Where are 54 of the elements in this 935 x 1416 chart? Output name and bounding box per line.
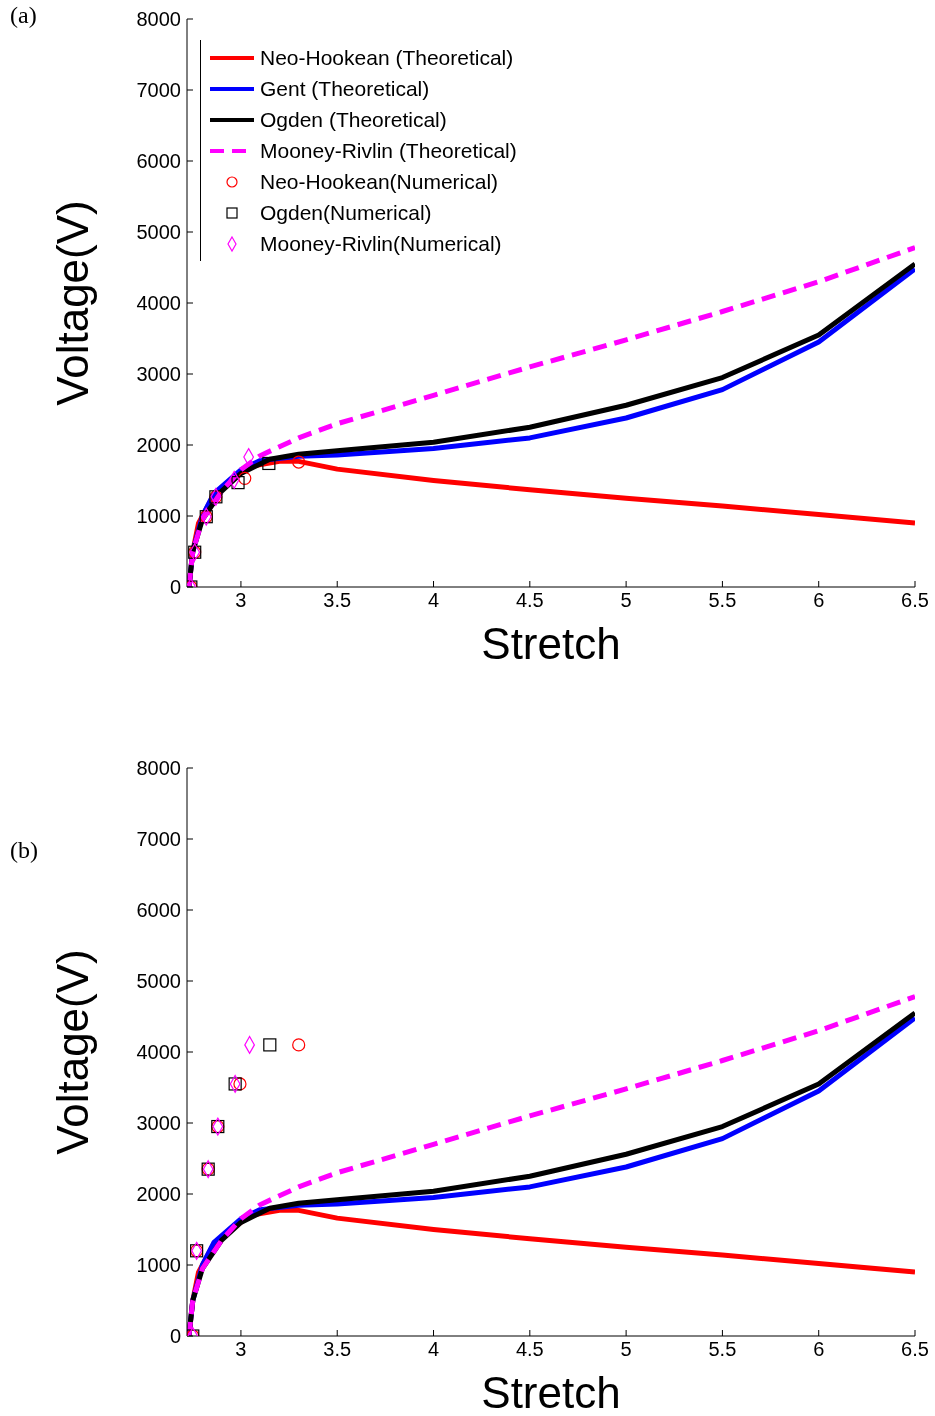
x-tick-label: 4.5 — [515, 589, 544, 612]
point — [292, 1038, 306, 1052]
legend-label: Neo-Hookean(Numerical) — [260, 169, 499, 195]
legend-label: Gent (Theoretical) — [260, 76, 430, 102]
text: (b) — [10, 837, 38, 864]
x-tick-label: 3.5 — [323, 1338, 352, 1361]
x-tick-label: 5 — [620, 1338, 632, 1361]
y-tick-label: 5000 — [136, 221, 181, 244]
y-axis-title: Voltage(V) — [47, 200, 97, 406]
x-tick-label: 6 — [813, 1338, 825, 1361]
x-tick-label: 4 — [427, 589, 440, 612]
y-tick-label: 2000 — [136, 1183, 181, 1206]
legend-label: Ogden (Theoretical) — [260, 107, 447, 133]
legend-label: Neo-Hookean (Theoretical) — [260, 45, 514, 71]
y-tick-label: 6000 — [136, 899, 181, 922]
point — [233, 1077, 247, 1091]
y-tick-label: 4000 — [136, 1041, 181, 1064]
y-tick-label: 8000 — [136, 757, 181, 780]
x-tick-label: 3.5 — [323, 589, 352, 612]
point — [231, 476, 245, 490]
x-axis-title: Stretch — [481, 1368, 621, 1416]
y-tick-label: 0 — [169, 1325, 181, 1348]
legend-label: Mooney-Rivlin (Theoretical) — [260, 138, 517, 164]
x-tick-label: 6 — [813, 589, 825, 612]
x-tick-label: 5.5 — [708, 589, 737, 612]
x-tick-label: 6.5 — [901, 589, 929, 612]
x-tick-label: 4.5 — [515, 1338, 544, 1361]
x-tick-label: 5.5 — [708, 1338, 737, 1361]
y-tick-label: 7000 — [136, 79, 181, 102]
y-tick-label: 5000 — [136, 970, 181, 993]
x-axis-title: Stretch — [481, 619, 621, 668]
y-tick-label: 7000 — [136, 828, 181, 851]
point — [262, 456, 276, 471]
x-tick-label: 5 — [620, 589, 632, 612]
y-tick-label: 3000 — [136, 1112, 181, 1135]
x-tick-label: 3 — [235, 1338, 247, 1361]
y-tick-label: 1000 — [136, 1254, 181, 1277]
x-tick-label: 4 — [427, 1338, 440, 1361]
point — [292, 455, 306, 469]
y-tick-label: 2000 — [136, 434, 181, 457]
x-tick-label: 3 — [235, 589, 247, 612]
y-axis-title: Voltage(V) — [47, 949, 97, 1155]
point — [238, 471, 252, 485]
y-tick-label: 4000 — [136, 292, 181, 315]
legend-label: Ogden(Numerical) — [260, 200, 432, 226]
legend-label: Mooney-Rivlin(Numerical) — [260, 231, 502, 257]
y-tick-label: 3000 — [136, 363, 181, 386]
y-tick-label: 8000 — [136, 8, 181, 31]
point — [263, 1038, 277, 1052]
x-tick-label: 6.5 — [901, 1338, 929, 1361]
y-tick-label: 1000 — [136, 505, 181, 528]
y-tick-label: 0 — [169, 576, 181, 599]
text: (a) — [10, 2, 37, 29]
y-tick-label: 6000 — [136, 150, 181, 173]
